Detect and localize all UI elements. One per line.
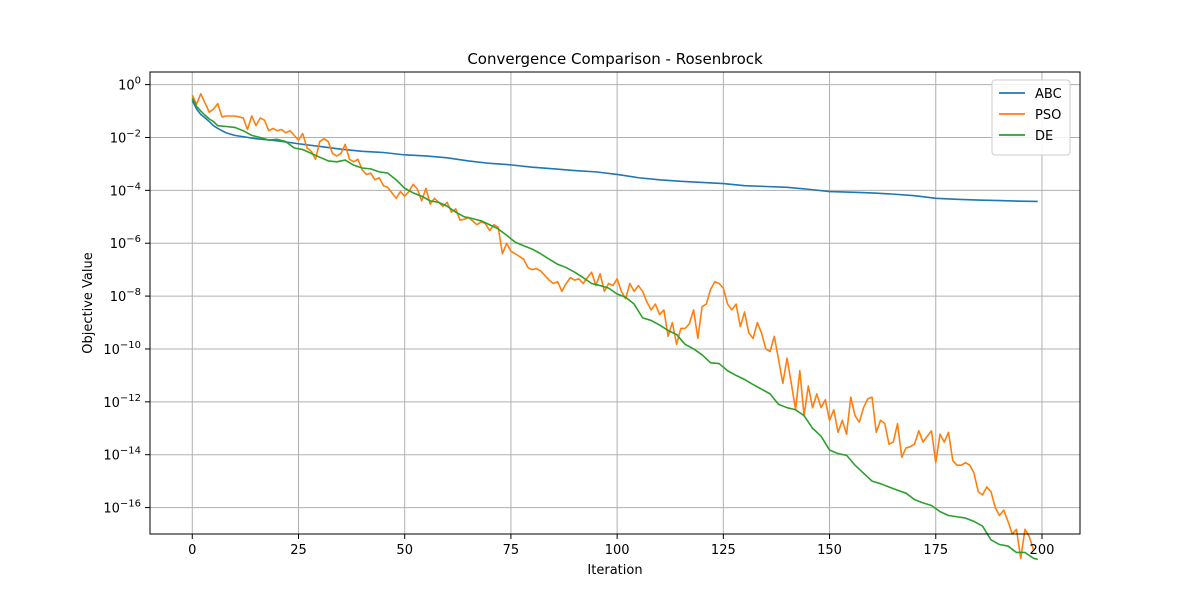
y-tick-label: 10−6 [110, 234, 141, 252]
legend-label-de: DE [1035, 129, 1053, 144]
x-tick-label: 150 [817, 543, 842, 558]
x-tick-label: 200 [1030, 543, 1055, 558]
x-tick-label: 50 [396, 543, 413, 558]
series-lines [191, 92, 1038, 561]
x-tick-label: 100 [605, 543, 630, 558]
y-tick-label: 10−4 [110, 181, 141, 199]
y-tick-label: 10−12 [103, 393, 141, 411]
y-tick-label: 10−14 [103, 446, 141, 464]
x-axis-label: Iteration [587, 563, 642, 578]
y-tick-label: 10−2 [110, 128, 141, 146]
y-axis-label: Objective Value [81, 252, 96, 353]
chart-title: Convergence Comparison - Rosenbrock [467, 50, 763, 68]
series-line-pso [191, 92, 1035, 560]
legend-label-abc: ABC [1035, 87, 1062, 102]
y-tick-label: 10−8 [110, 287, 141, 305]
legend-label-pso: PSO [1035, 108, 1061, 123]
legend-box [991, 79, 1071, 156]
plot-frame [149, 71, 1081, 535]
x-axis-ticks: 0 25 50 75 100 125 150 175 200 [188, 534, 1054, 558]
x-tick-label: 75 [503, 543, 520, 558]
legend: ABC PSO DE [991, 79, 1071, 156]
x-tick-label: 175 [923, 543, 948, 558]
series-line-abc [191, 100, 1038, 203]
series-line-de [191, 98, 1038, 561]
y-tick-label: 100 [118, 76, 141, 94]
x-tick-label: 0 [188, 543, 196, 558]
y-tick-label: 10−10 [103, 340, 141, 358]
y-tick-label: 10−16 [103, 499, 141, 517]
x-tick-label: 125 [711, 543, 736, 558]
x-tick-label: 25 [290, 543, 307, 558]
y-axis-ticks: 10−16 10−14 10−12 10−10 10−8 10−6 10−4 10−2 100 [103, 76, 150, 517]
